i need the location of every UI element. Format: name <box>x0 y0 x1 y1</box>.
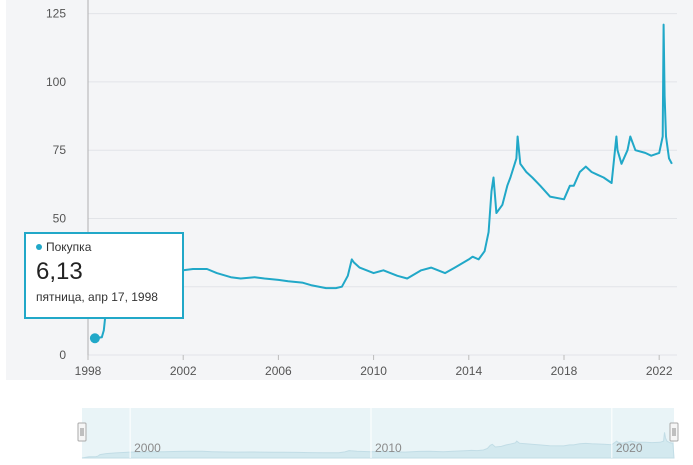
tooltip: Покупка 6,13 пятница, апр 17, 1998 <box>24 232 184 319</box>
y-tick-label: 0 <box>59 348 66 362</box>
tooltip-series: Покупка <box>36 240 172 254</box>
y-tick-label: 75 <box>53 143 67 157</box>
navigator-handle-left[interactable] <box>78 423 86 441</box>
x-tick-label: 2014 <box>455 364 482 378</box>
tooltip-series-name: Покупка <box>46 240 91 254</box>
y-tick-label: 125 <box>46 7 66 21</box>
x-tick-label: 2022 <box>646 364 673 378</box>
tooltip-date: пятница, апр 17, 1998 <box>36 290 172 304</box>
series-dot-icon <box>36 244 42 250</box>
x-tick-label: 1998 <box>75 364 102 378</box>
navigator[interactable]: 2000 2010 2020 <box>78 408 678 458</box>
tooltip-value: 6,13 <box>36 258 172 286</box>
x-tick-label: 2002 <box>170 364 197 378</box>
navigator-tick-label: 2000 <box>134 441 161 455</box>
hover-marker <box>90 333 100 343</box>
navigator-handle-right[interactable] <box>670 423 678 441</box>
navigator-tick-label: 2010 <box>375 441 402 455</box>
x-tick-label: 2010 <box>360 364 387 378</box>
y-tick-label: 50 <box>53 211 67 225</box>
x-tick-label: 2006 <box>265 364 292 378</box>
plot-area <box>6 0 693 380</box>
navigator-tick-label: 2020 <box>616 441 643 455</box>
y-tick-label: 100 <box>46 75 66 89</box>
x-tick-label: 2018 <box>551 364 578 378</box>
